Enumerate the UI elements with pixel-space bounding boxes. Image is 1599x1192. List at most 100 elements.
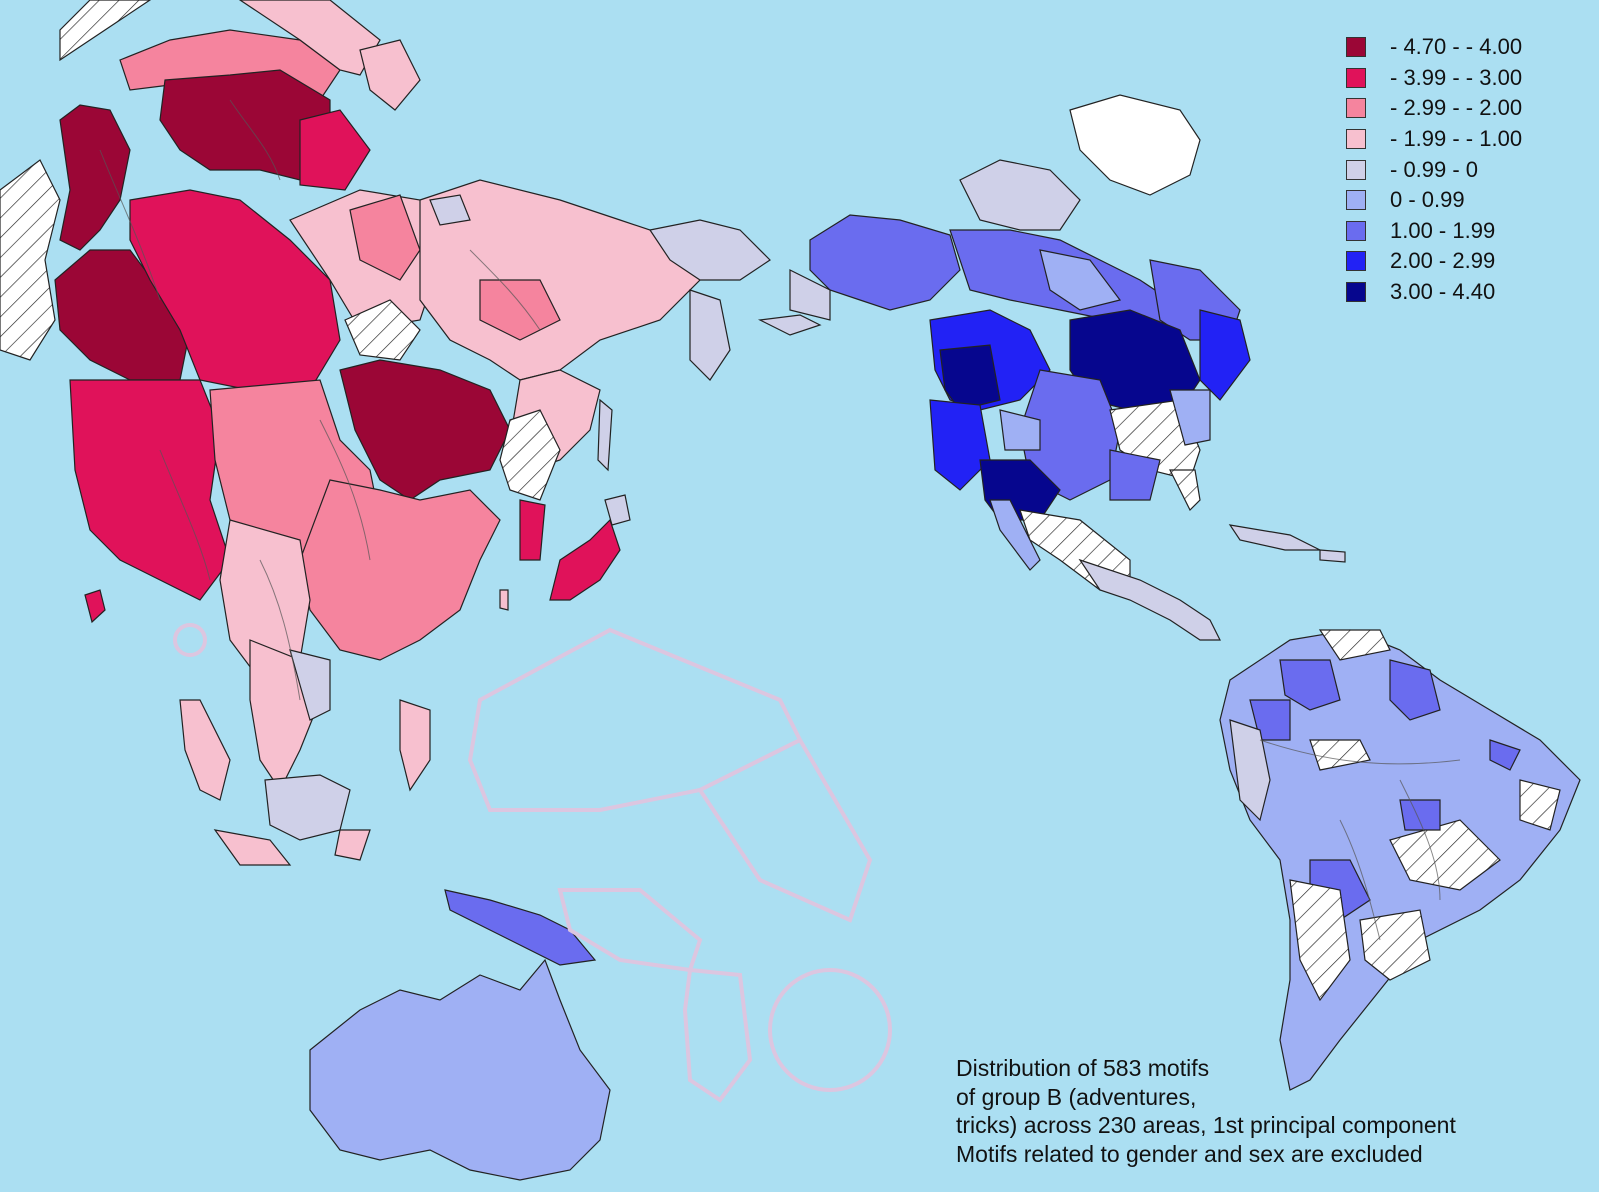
- legend-label: - 0.99 - 0: [1390, 156, 1479, 182]
- legend-label: - 4.70 - - 4.00: [1390, 34, 1523, 60]
- region-siberia-east: [419, 179, 701, 381]
- legend-label: 1.00 - 1.99: [1390, 217, 1496, 243]
- legend-swatch: [1346, 159, 1366, 180]
- legend-item: - 1.99 - - 1.00: [1346, 124, 1586, 155]
- region-kamchatka: [689, 289, 731, 381]
- region-colombia: [1279, 659, 1341, 711]
- region-china: [299, 479, 501, 661]
- region-oceania: [173, 623, 892, 1181]
- legend-item: - 3.99 - - 3.00: [1346, 63, 1586, 94]
- region-java: [213, 829, 292, 866]
- region-korea: [519, 499, 546, 561]
- oceania-hawaii-outline: [173, 623, 207, 657]
- region-great-basin: [999, 409, 1041, 451]
- region-scandinavia: [59, 104, 131, 251]
- region-mesoamerica: [1078, 558, 1221, 641]
- region-andes: [1229, 719, 1271, 822]
- oceania-polynesia-outline: [697, 737, 873, 923]
- region-taymyr: [429, 194, 471, 226]
- legend-item: 2.00 - 2.99: [1346, 246, 1586, 277]
- region-alaska: [809, 214, 961, 311]
- region-indochina: [289, 649, 331, 721]
- region-ural-north: [299, 109, 371, 191]
- region-brazil-coast: [1489, 739, 1521, 771]
- region-philippines: [399, 699, 431, 792]
- region-chaco-nodata: [1289, 879, 1351, 1002]
- legend-label: - 1.99 - - 1.00: [1390, 126, 1523, 152]
- region-southern-europe: [69, 379, 231, 601]
- region-brazil-central-nodata: [1389, 819, 1501, 891]
- legend-item: 0 - 0.99: [1346, 185, 1586, 216]
- region-japan: [549, 518, 621, 601]
- legend-item: 3.00 - 4.40: [1346, 277, 1586, 308]
- region-sulawesi: [334, 829, 371, 861]
- caption-line: Motifs related to gender and sex are exc…: [956, 1140, 1423, 1167]
- region-mongolia: [339, 359, 511, 501]
- region-gulf: [1109, 449, 1161, 501]
- region-south-america: [1219, 629, 1581, 1091]
- region-taiwan: [499, 589, 509, 611]
- legend-label: - 2.99 - - 2.00: [1390, 95, 1523, 121]
- region-siberia-mid: [349, 194, 421, 281]
- legend-swatch: [1346, 98, 1366, 119]
- oceania-fiji-outline: [682, 967, 753, 1103]
- region-australia: [309, 958, 611, 1181]
- legend-label: 0 - 0.99: [1390, 187, 1465, 213]
- region-north-america: [757, 94, 1346, 641]
- region-chukotka: [649, 219, 771, 281]
- region-venezuela-nodata: [1318, 629, 1391, 661]
- legend-label: 2.00 - 2.99: [1390, 248, 1496, 274]
- region-appalachia: [1169, 389, 1211, 446]
- region-hokkaido: [604, 494, 631, 526]
- caption-line: tricks) across 230 areas, 1st principal …: [956, 1112, 1456, 1138]
- region-hudson: [1039, 249, 1122, 311]
- legend-item: - 4.70 - - 4.00: [1346, 32, 1586, 63]
- region-pampas-nodata: [1359, 909, 1431, 981]
- legend-label: 3.00 - 4.40: [1390, 279, 1496, 305]
- legend-label: - 3.99 - - 3.00: [1390, 64, 1523, 90]
- region-arctic-islands: [359, 39, 421, 111]
- caption-line: of group B (adventures,: [956, 1083, 1197, 1110]
- legend-swatch: [1346, 251, 1366, 272]
- region-east-coast: [1199, 309, 1251, 401]
- region-florida-nodata: [1169, 469, 1201, 512]
- legend-item: - 2.99 - - 2.00: [1346, 93, 1586, 124]
- region-alaska-islands: [757, 314, 822, 336]
- region-greenland: [1069, 94, 1201, 196]
- region-eurasia: [0, 0, 771, 866]
- region-northeast-top: [238, 0, 381, 76]
- region-scandinavia-west-nodata: [59, 0, 152, 62]
- region-manchuria-nodata: [499, 409, 561, 501]
- region-sumatra: [179, 699, 231, 801]
- region-sakhalin: [597, 398, 613, 472]
- region-guiana: [1389, 659, 1441, 721]
- legend-swatch: [1346, 37, 1366, 58]
- region-hispaniola: [1319, 549, 1346, 563]
- region-california: [929, 399, 991, 491]
- region-sicily: [84, 589, 106, 624]
- legend: - 4.70 - - 4.00 - 3.99 - - 3.00 - 2.99 - -…: [1346, 32, 1586, 307]
- region-arctic-archipelago: [959, 159, 1081, 231]
- region-alaska-west: [789, 269, 831, 321]
- legend-item: - 0.99 - 0: [1346, 154, 1586, 185]
- region-europe-west-nodata: [0, 159, 61, 361]
- region-mato-grosso: [1399, 799, 1441, 831]
- region-brazil-east-nodata: [1519, 779, 1561, 831]
- caption-line: Distribution of 583 motifs: [956, 1055, 1210, 1081]
- region-new-guinea: [444, 889, 597, 966]
- region-amazon-nodata: [1309, 739, 1371, 771]
- region-central-europe: [54, 249, 191, 381]
- legend-swatch: [1346, 67, 1366, 88]
- region-cuba: [1228, 524, 1321, 551]
- oceania-newzealand-outline: [768, 968, 892, 1092]
- region-siberia-nodata: [344, 299, 421, 361]
- legend-swatch: [1346, 190, 1366, 211]
- legend-swatch: [1346, 220, 1366, 241]
- legend-swatch: [1346, 282, 1366, 303]
- map-caption: Distribution of 583 motifs of group B (a…: [956, 1054, 1586, 1168]
- legend-swatch: [1346, 129, 1366, 150]
- legend-item: 1.00 - 1.99: [1346, 216, 1586, 247]
- region-baja: [989, 499, 1041, 571]
